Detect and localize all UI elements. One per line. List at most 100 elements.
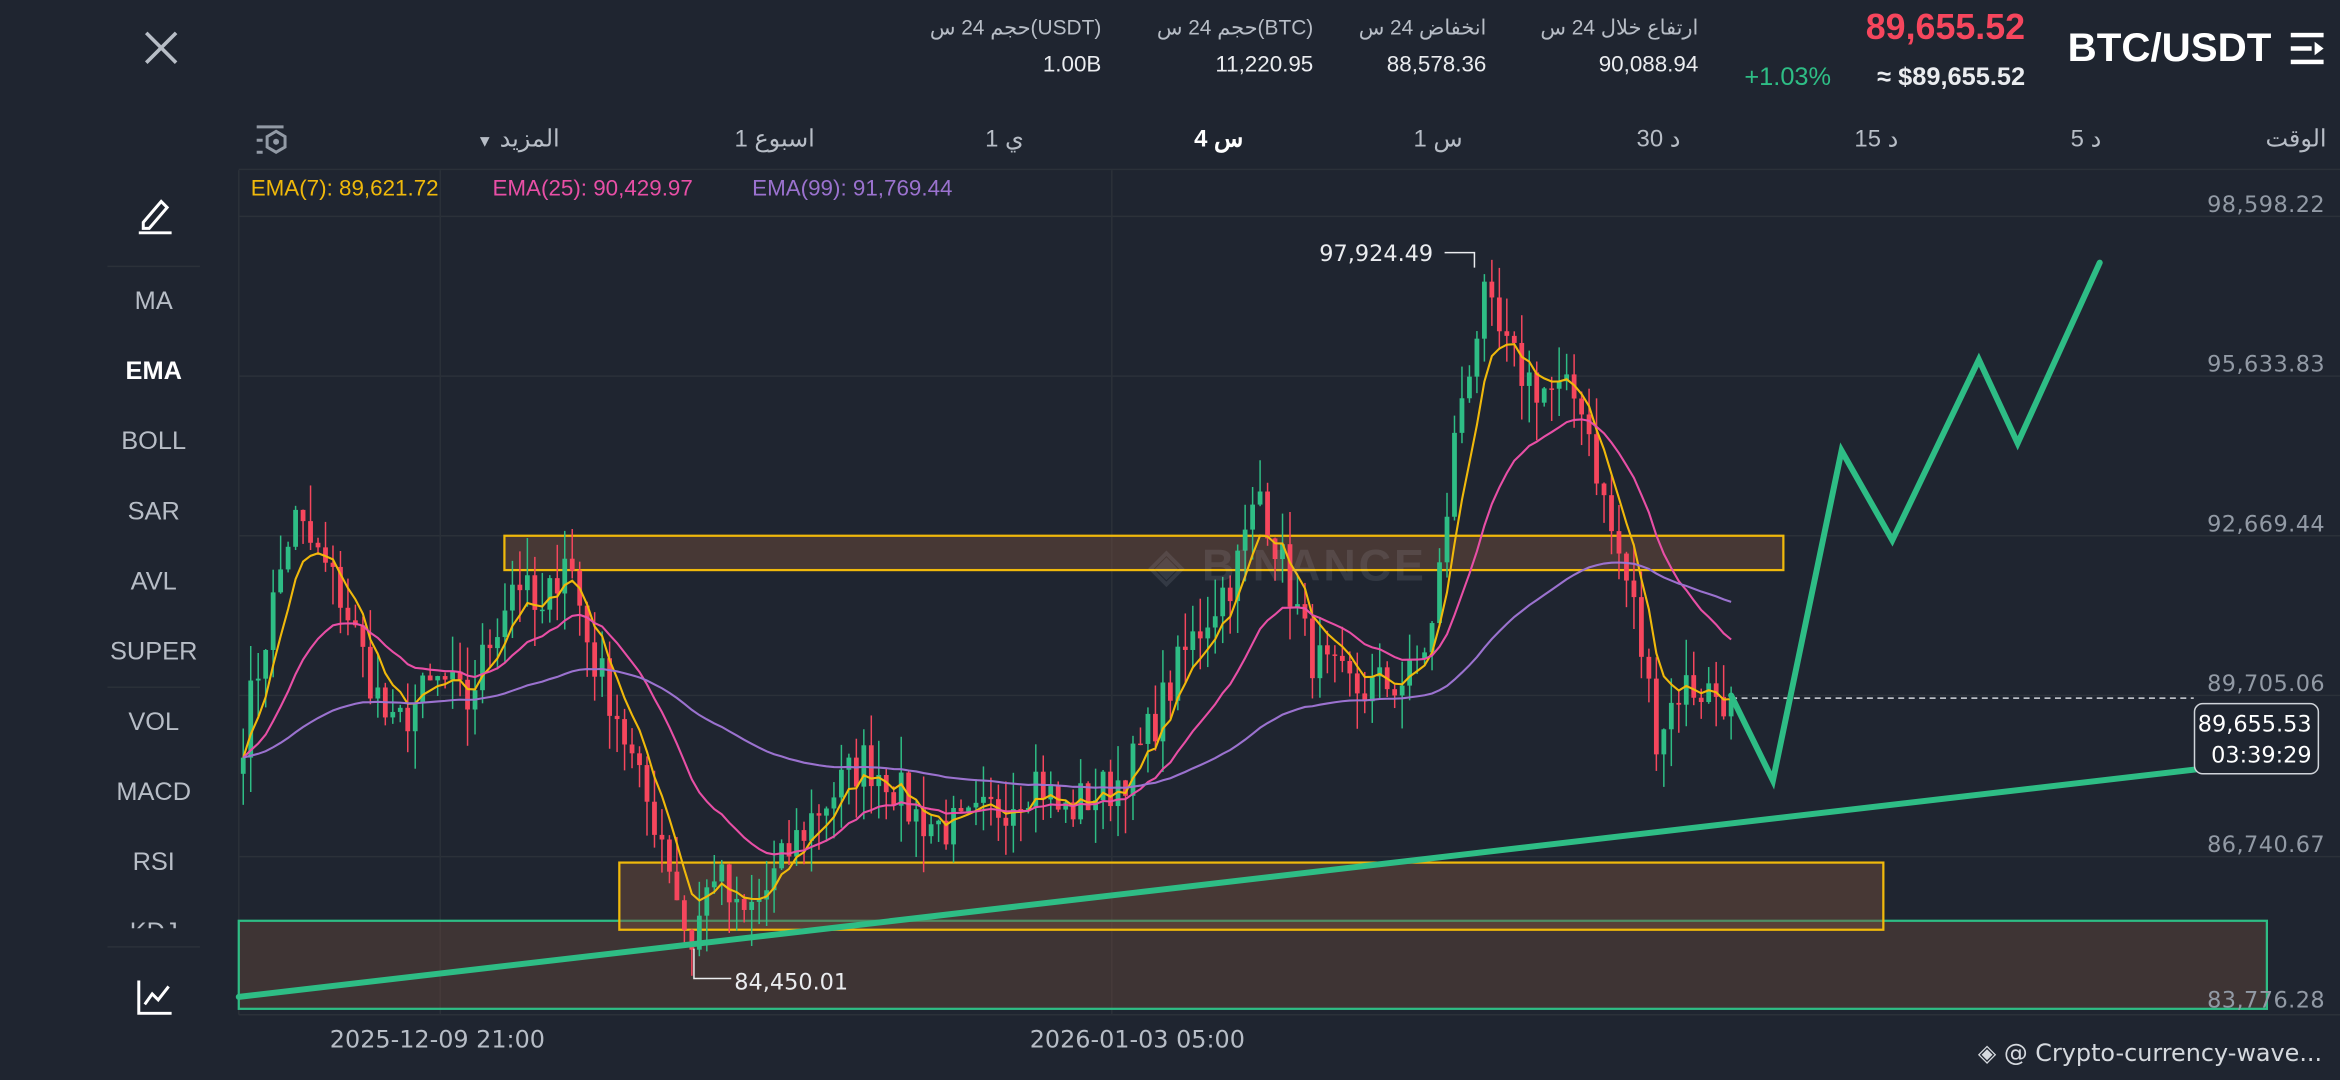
candle-body: [1130, 743, 1136, 796]
timeframe-more[interactable]: ▼ المزيد: [477, 124, 560, 154]
chart-type-button[interactable]: [134, 976, 176, 1018]
indicator-rsi[interactable]: RSI: [132, 847, 175, 877]
candle-countdown: 03:39:29: [2211, 741, 2312, 769]
current-price-tag: 89,655.53 03:39:29: [2193, 702, 2320, 775]
timeframe-4h[interactable]: 4 س: [1194, 126, 1244, 153]
candle-body: [839, 769, 844, 798]
candle-body: [637, 753, 642, 766]
candle-body: [248, 680, 254, 758]
candle-body: [420, 675, 426, 703]
candle-body: [1182, 646, 1188, 650]
candle-body: [338, 566, 343, 608]
timeframe-1w[interactable]: 1 اسبوع: [734, 126, 815, 153]
candle-body: [1668, 702, 1674, 730]
indicator-super[interactable]: SUPER: [109, 637, 198, 666]
indicator-ma[interactable]: MA: [134, 286, 173, 315]
candle-body: [1003, 817, 1009, 826]
indicator-macd[interactable]: MACD: [116, 777, 192, 806]
candle-body: [734, 898, 740, 903]
time-axis-label: 2026-01-03 05:00: [1029, 1025, 1245, 1054]
indicator-kdj[interactable]: KDJ: [107, 918, 200, 928]
candle-body: [517, 584, 523, 591]
ema99-line: [242, 561, 1732, 789]
candle-body: [1653, 678, 1659, 755]
candle-body: [1078, 783, 1084, 820]
candle-body: [1399, 685, 1405, 696]
candle-body: [988, 796, 994, 800]
candle-body: [285, 546, 291, 570]
candle-body: [360, 625, 366, 647]
draw-tool-button[interactable]: [134, 194, 176, 236]
toolbar-divider: [107, 686, 200, 688]
candle-body: [1534, 372, 1540, 403]
candle-body: [1257, 491, 1263, 505]
indicator-sar[interactable]: SAR: [127, 496, 180, 526]
candle-body: [1586, 414, 1592, 435]
candle-body: [1302, 604, 1308, 619]
candle-body: [966, 807, 971, 812]
ema25-legend: EMA(25): 90,429.97: [492, 176, 693, 202]
candle-body: [1324, 645, 1330, 655]
timeframe-1d[interactable]: 1 ي: [985, 126, 1024, 153]
candle-body: [435, 676, 441, 681]
close-icon: [144, 31, 178, 64]
candle-body: [607, 658, 613, 716]
candle-body: [465, 679, 470, 710]
candle-body: [674, 871, 680, 901]
stat-value: 1.00B: [1042, 52, 1102, 78]
candle-body: [681, 900, 687, 930]
candle-body: [427, 675, 433, 681]
candle-body: [278, 569, 284, 593]
candle-body: [667, 839, 672, 872]
indicator-boll[interactable]: BOLL: [121, 426, 187, 456]
change-percent: +1.03%: [1744, 62, 1832, 92]
candle-body: [1362, 693, 1368, 702]
price-axis-label: 83,776.28: [2207, 986, 2326, 1014]
candle-body: [741, 898, 747, 910]
stat-value: 11,220.95: [1215, 52, 1314, 78]
candle-body: [1444, 516, 1450, 563]
candle-body: [1594, 434, 1599, 484]
ema7-line: [242, 343, 1732, 902]
candle-body: [756, 899, 762, 902]
candle-body: [1280, 544, 1285, 560]
candle-body: [1048, 786, 1054, 800]
timeframe-5m[interactable]: 5 د: [2070, 126, 2102, 153]
candle-body: [487, 644, 493, 649]
candle-body: [1332, 654, 1338, 656]
timeframe-30m[interactable]: 30 د: [1636, 126, 1681, 153]
candle-body: [1295, 604, 1300, 607]
indicator-vol[interactable]: VOL: [128, 707, 180, 736]
stat-high-24h: ارتفاع خلال 24 س 90,088.94: [1540, 15, 1698, 78]
candle-body: [412, 702, 418, 732]
dropdown-arrow-icon: ▼: [476, 132, 493, 151]
line-chart-icon: [137, 980, 172, 1015]
pair-title[interactable]: BTC/USDT: [2067, 25, 2272, 71]
candle-body: [1093, 800, 1098, 811]
candle-body: [614, 715, 620, 720]
candle-body: [906, 772, 912, 822]
candle-body: [1489, 281, 1495, 298]
candle-body: [1601, 483, 1607, 496]
candle-body: [375, 687, 381, 699]
price-axis-label: 98,598.22: [2207, 191, 2326, 218]
candle-body: [1205, 627, 1211, 639]
close-button[interactable]: [140, 27, 182, 69]
stat-volume-usdt: حجم 24 س(USDT) 1.00B: [930, 15, 1101, 78]
price-axis-label: 86,740.67: [2207, 831, 2326, 859]
indicator-avl[interactable]: AVL: [130, 567, 177, 596]
pair-menu-button[interactable]: [2289, 30, 2328, 69]
ema7-legend: EMA(7): 89,621.72: [250, 176, 439, 202]
timeframe-1h[interactable]: 1 س: [1413, 126, 1463, 153]
toolbar-divider: [107, 946, 200, 948]
chart-settings-button[interactable]: [254, 122, 290, 158]
candle-body: [584, 605, 590, 643]
candle-body: [1190, 631, 1196, 650]
indicator-ema[interactable]: EMA: [125, 356, 182, 386]
timeframe-15m[interactable]: 15 د: [1854, 126, 1899, 153]
support-zone-box: [237, 919, 2268, 1010]
price-axis-label: 92,669.44: [2207, 510, 2326, 538]
candle-body: [1467, 376, 1472, 399]
candle-body: [1153, 713, 1158, 742]
